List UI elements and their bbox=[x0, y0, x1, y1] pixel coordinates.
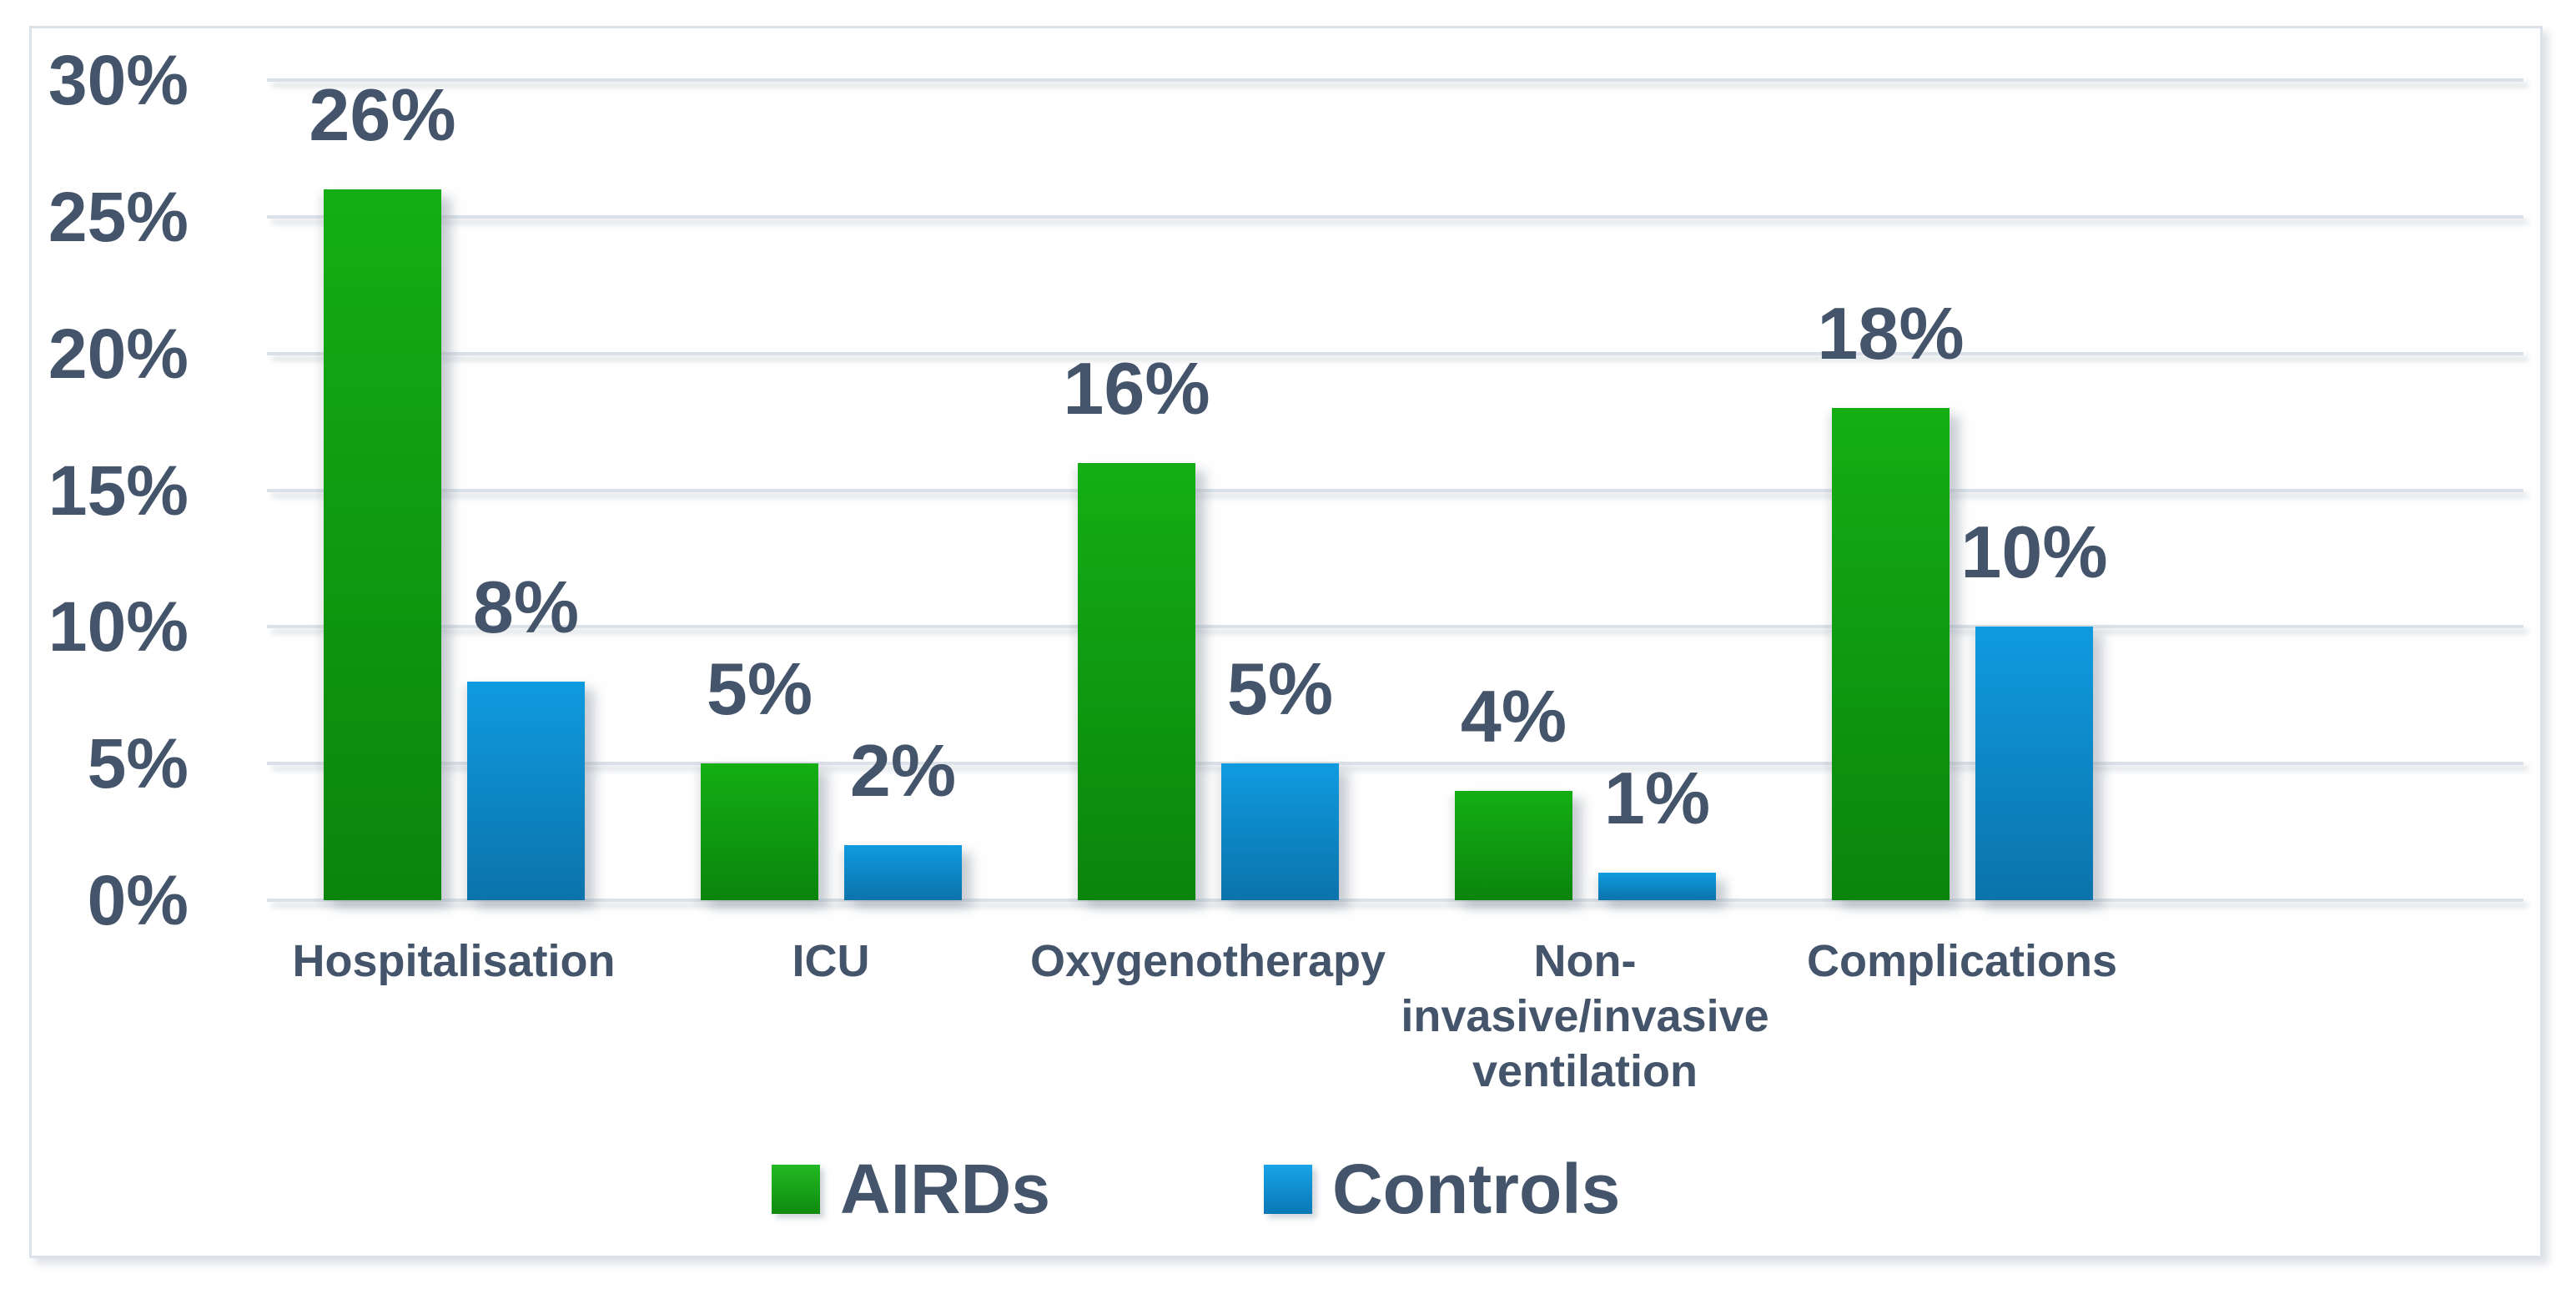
gridline bbox=[267, 351, 2523, 355]
bar-controls bbox=[467, 681, 585, 900]
y-axis-tick-label: 20% bbox=[48, 314, 189, 393]
category-label-line: Oxygenotherapy bbox=[1029, 936, 1386, 986]
category-label: Complications bbox=[1728, 934, 2196, 989]
bar-controls bbox=[1598, 873, 1716, 900]
y-axis-tick-label: 10% bbox=[48, 587, 189, 667]
category-label-line: ICU bbox=[792, 936, 870, 986]
legend-swatch-controls-icon bbox=[1264, 1165, 1312, 1214]
gridline bbox=[267, 214, 2523, 219]
bar-controls bbox=[1975, 627, 2093, 900]
gridline bbox=[267, 78, 2523, 82]
bar-group: 16% 5% Oxygenotherapy bbox=[1030, 80, 1386, 986]
gridline bbox=[267, 899, 2523, 902]
category-label-line: Hospitalisation bbox=[292, 936, 616, 986]
bar-group: 26% 8% Hospitalisation bbox=[292, 78, 615, 986]
category-label: Hospitalisation bbox=[220, 934, 687, 989]
y-axis-tick-label: 15% bbox=[48, 451, 189, 530]
bar-airds bbox=[1455, 790, 1572, 900]
data-label: 1% bbox=[1603, 757, 1711, 840]
category-label-line: ventilation bbox=[1472, 1046, 1698, 1096]
data-label: 16% bbox=[1063, 346, 1210, 430]
legend-label-airds: AIRDs bbox=[840, 1150, 1051, 1228]
y-axis-tick-label: 25% bbox=[48, 177, 189, 256]
y-axis-tick-label: 30% bbox=[48, 41, 189, 119]
bar-airds bbox=[324, 189, 441, 900]
data-label: 2% bbox=[849, 729, 957, 813]
bar-airds bbox=[1078, 462, 1195, 900]
legend-label-controls: Controls bbox=[1332, 1150, 1621, 1228]
bar-group: 4% 1% Non-invasive/invasive ventilation bbox=[1401, 80, 1768, 1096]
gridline bbox=[267, 625, 2523, 629]
bar-controls bbox=[1221, 763, 1339, 900]
data-label: 8% bbox=[472, 565, 580, 648]
bar-airds bbox=[701, 763, 818, 900]
legend-item-airds: AIRDs bbox=[772, 1150, 1051, 1228]
gridline bbox=[267, 762, 2523, 766]
category-label-line: Non- bbox=[1533, 936, 1637, 986]
legend-item-controls: Controls bbox=[1264, 1150, 1621, 1228]
data-label: 5% bbox=[706, 647, 813, 731]
y-axis-tick-label: 5% bbox=[87, 724, 189, 803]
category-label-line: invasive/invasive bbox=[1401, 991, 1769, 1041]
data-label: 5% bbox=[1226, 647, 1334, 731]
category-label: ICU bbox=[597, 934, 1064, 989]
category-label: Non-invasive/invasive ventilation bbox=[1351, 934, 1819, 1099]
plot-area: 30% 25% 20% 15% 10% 5% 0% 26% 8% Hospitalisation 5… bbox=[48, 45, 2523, 1096]
data-label: 4% bbox=[1460, 674, 1567, 758]
bar-airds bbox=[1832, 408, 1950, 900]
category-label-line: Complications bbox=[1806, 936, 2118, 986]
y-axis-tick-label: 0% bbox=[87, 861, 189, 939]
bar-controls bbox=[844, 845, 962, 900]
chart-frame: 30% 25% 20% 15% 10% 5% 0% 26% 8% Hospitalisation 5… bbox=[29, 26, 2543, 1258]
category-label: Oxygenotherapy bbox=[974, 934, 1441, 989]
data-label: 26% bbox=[309, 73, 456, 157]
legend-swatch-airds-icon bbox=[772, 1165, 820, 1214]
bar-group: 18% 10% Complications bbox=[1807, 80, 2117, 986]
bar-group: 5% 2% ICU bbox=[701, 80, 962, 986]
data-label: 10% bbox=[1960, 511, 2108, 594]
data-label: 18% bbox=[1817, 292, 1965, 375]
gridline bbox=[267, 488, 2523, 492]
